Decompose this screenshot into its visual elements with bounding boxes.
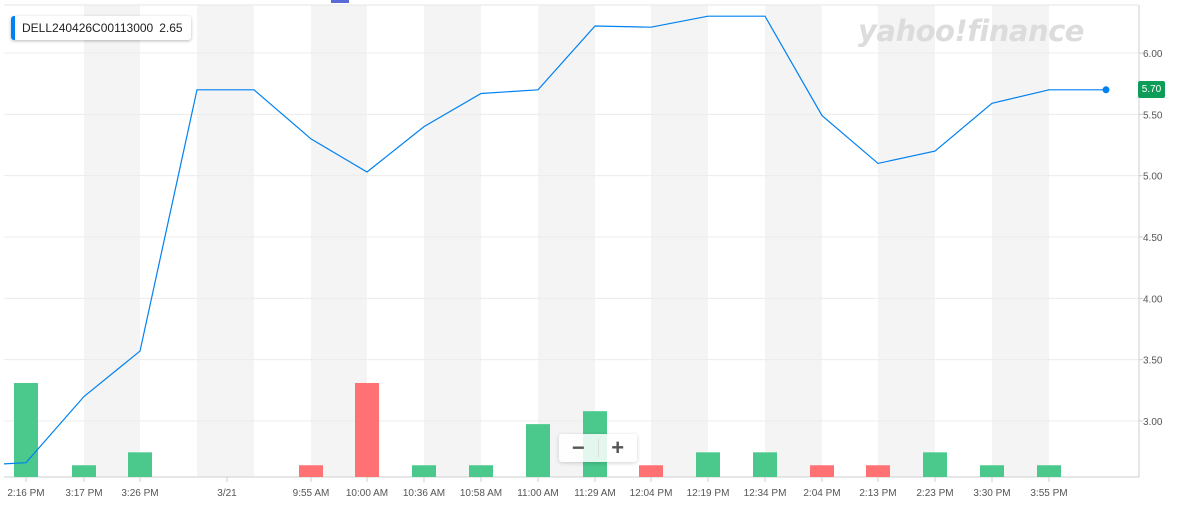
- volume-bar: [696, 452, 720, 477]
- x-tick-label: 10:00 AM: [346, 488, 388, 499]
- background-band: [84, 5, 140, 477]
- background-band: [992, 5, 1049, 477]
- volume-bar: [1037, 465, 1061, 477]
- x-tick-label: 2:16 PM: [7, 488, 44, 499]
- yahoo-finance-logo: yahoo!finance: [858, 14, 1084, 48]
- x-tick-label: 10:36 AM: [403, 488, 445, 499]
- zoom-control: − +: [559, 434, 637, 462]
- volume-bar: [14, 383, 38, 477]
- volume-bar: [72, 465, 96, 477]
- background-band: [424, 5, 481, 477]
- background-band: [651, 5, 708, 477]
- x-tick-label: 3:55 PM: [1030, 488, 1067, 499]
- legend-color-swatch: [11, 16, 15, 40]
- x-tick-label: 3:17 PM: [65, 488, 102, 499]
- volume-bar: [355, 383, 379, 477]
- volume-bar: [866, 465, 890, 477]
- background-band: [765, 5, 822, 477]
- volume-bar: [639, 465, 663, 477]
- volume-bar: [810, 465, 834, 477]
- volume-bar: [299, 465, 323, 477]
- y-tick-label: 4.00: [1143, 294, 1163, 305]
- volume-bar: [980, 465, 1004, 477]
- y-tick-label: 4.50: [1143, 233, 1163, 244]
- zoom-divider: [597, 439, 599, 457]
- range-marker: [331, 0, 349, 3]
- volume-bar: [469, 465, 493, 477]
- x-tick-label: 3:30 PM: [973, 488, 1010, 499]
- x-tick-label: 2:04 PM: [803, 488, 840, 499]
- x-tick-label: 11:29 AM: [574, 488, 616, 499]
- x-tick-label: 2:23 PM: [916, 488, 953, 499]
- x-tick-label: 12:34 PM: [744, 488, 787, 499]
- x-tick-label: 12:04 PM: [630, 488, 673, 499]
- background-band: [878, 5, 935, 477]
- legend: DELL240426C00113000 2.65: [11, 16, 191, 40]
- y-tick-label: 5.00: [1143, 172, 1163, 183]
- x-tick-label: 10:58 AM: [460, 488, 502, 499]
- last-price-dot: [1102, 86, 1110, 94]
- volume-bar: [526, 424, 550, 477]
- x-tick-label: 3:26 PM: [121, 488, 158, 499]
- zoom-in-button[interactable]: +: [611, 435, 625, 460]
- volume-bar: [412, 465, 436, 477]
- x-tick-label: 3/21: [217, 488, 237, 499]
- current-price-badge: 5.70: [1138, 81, 1165, 98]
- price-line: [3, 15, 1106, 465]
- y-tick-label: 6.00: [1143, 49, 1163, 60]
- volume-bar: [753, 452, 777, 477]
- y-tick-label: 3.50: [1143, 356, 1163, 367]
- zoom-out-button[interactable]: −: [571, 435, 585, 460]
- x-tick-label: 2:13 PM: [859, 488, 896, 499]
- x-tick-label: 11:00 AM: [517, 488, 559, 499]
- x-tick-label: 12:19 PM: [687, 488, 730, 499]
- x-tick-label: 9:55 AM: [293, 488, 330, 499]
- y-tick-label: 5.50: [1143, 110, 1163, 121]
- volume-bar: [923, 452, 947, 477]
- legend-value: 2.65: [159, 21, 183, 35]
- y-tick-label: 3.00: [1143, 417, 1163, 428]
- background-band: [538, 5, 595, 477]
- background-band: [197, 5, 254, 477]
- volume-bar: [128, 452, 152, 477]
- legend-symbol: DELL240426C00113000: [22, 21, 154, 35]
